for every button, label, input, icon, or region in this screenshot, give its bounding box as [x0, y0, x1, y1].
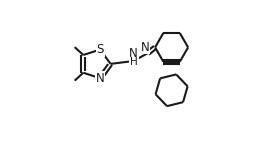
Text: N: N — [96, 72, 104, 85]
Text: N: N — [141, 41, 150, 54]
Text: S: S — [96, 43, 104, 56]
Text: N: N — [129, 47, 138, 60]
Text: H: H — [130, 57, 137, 67]
